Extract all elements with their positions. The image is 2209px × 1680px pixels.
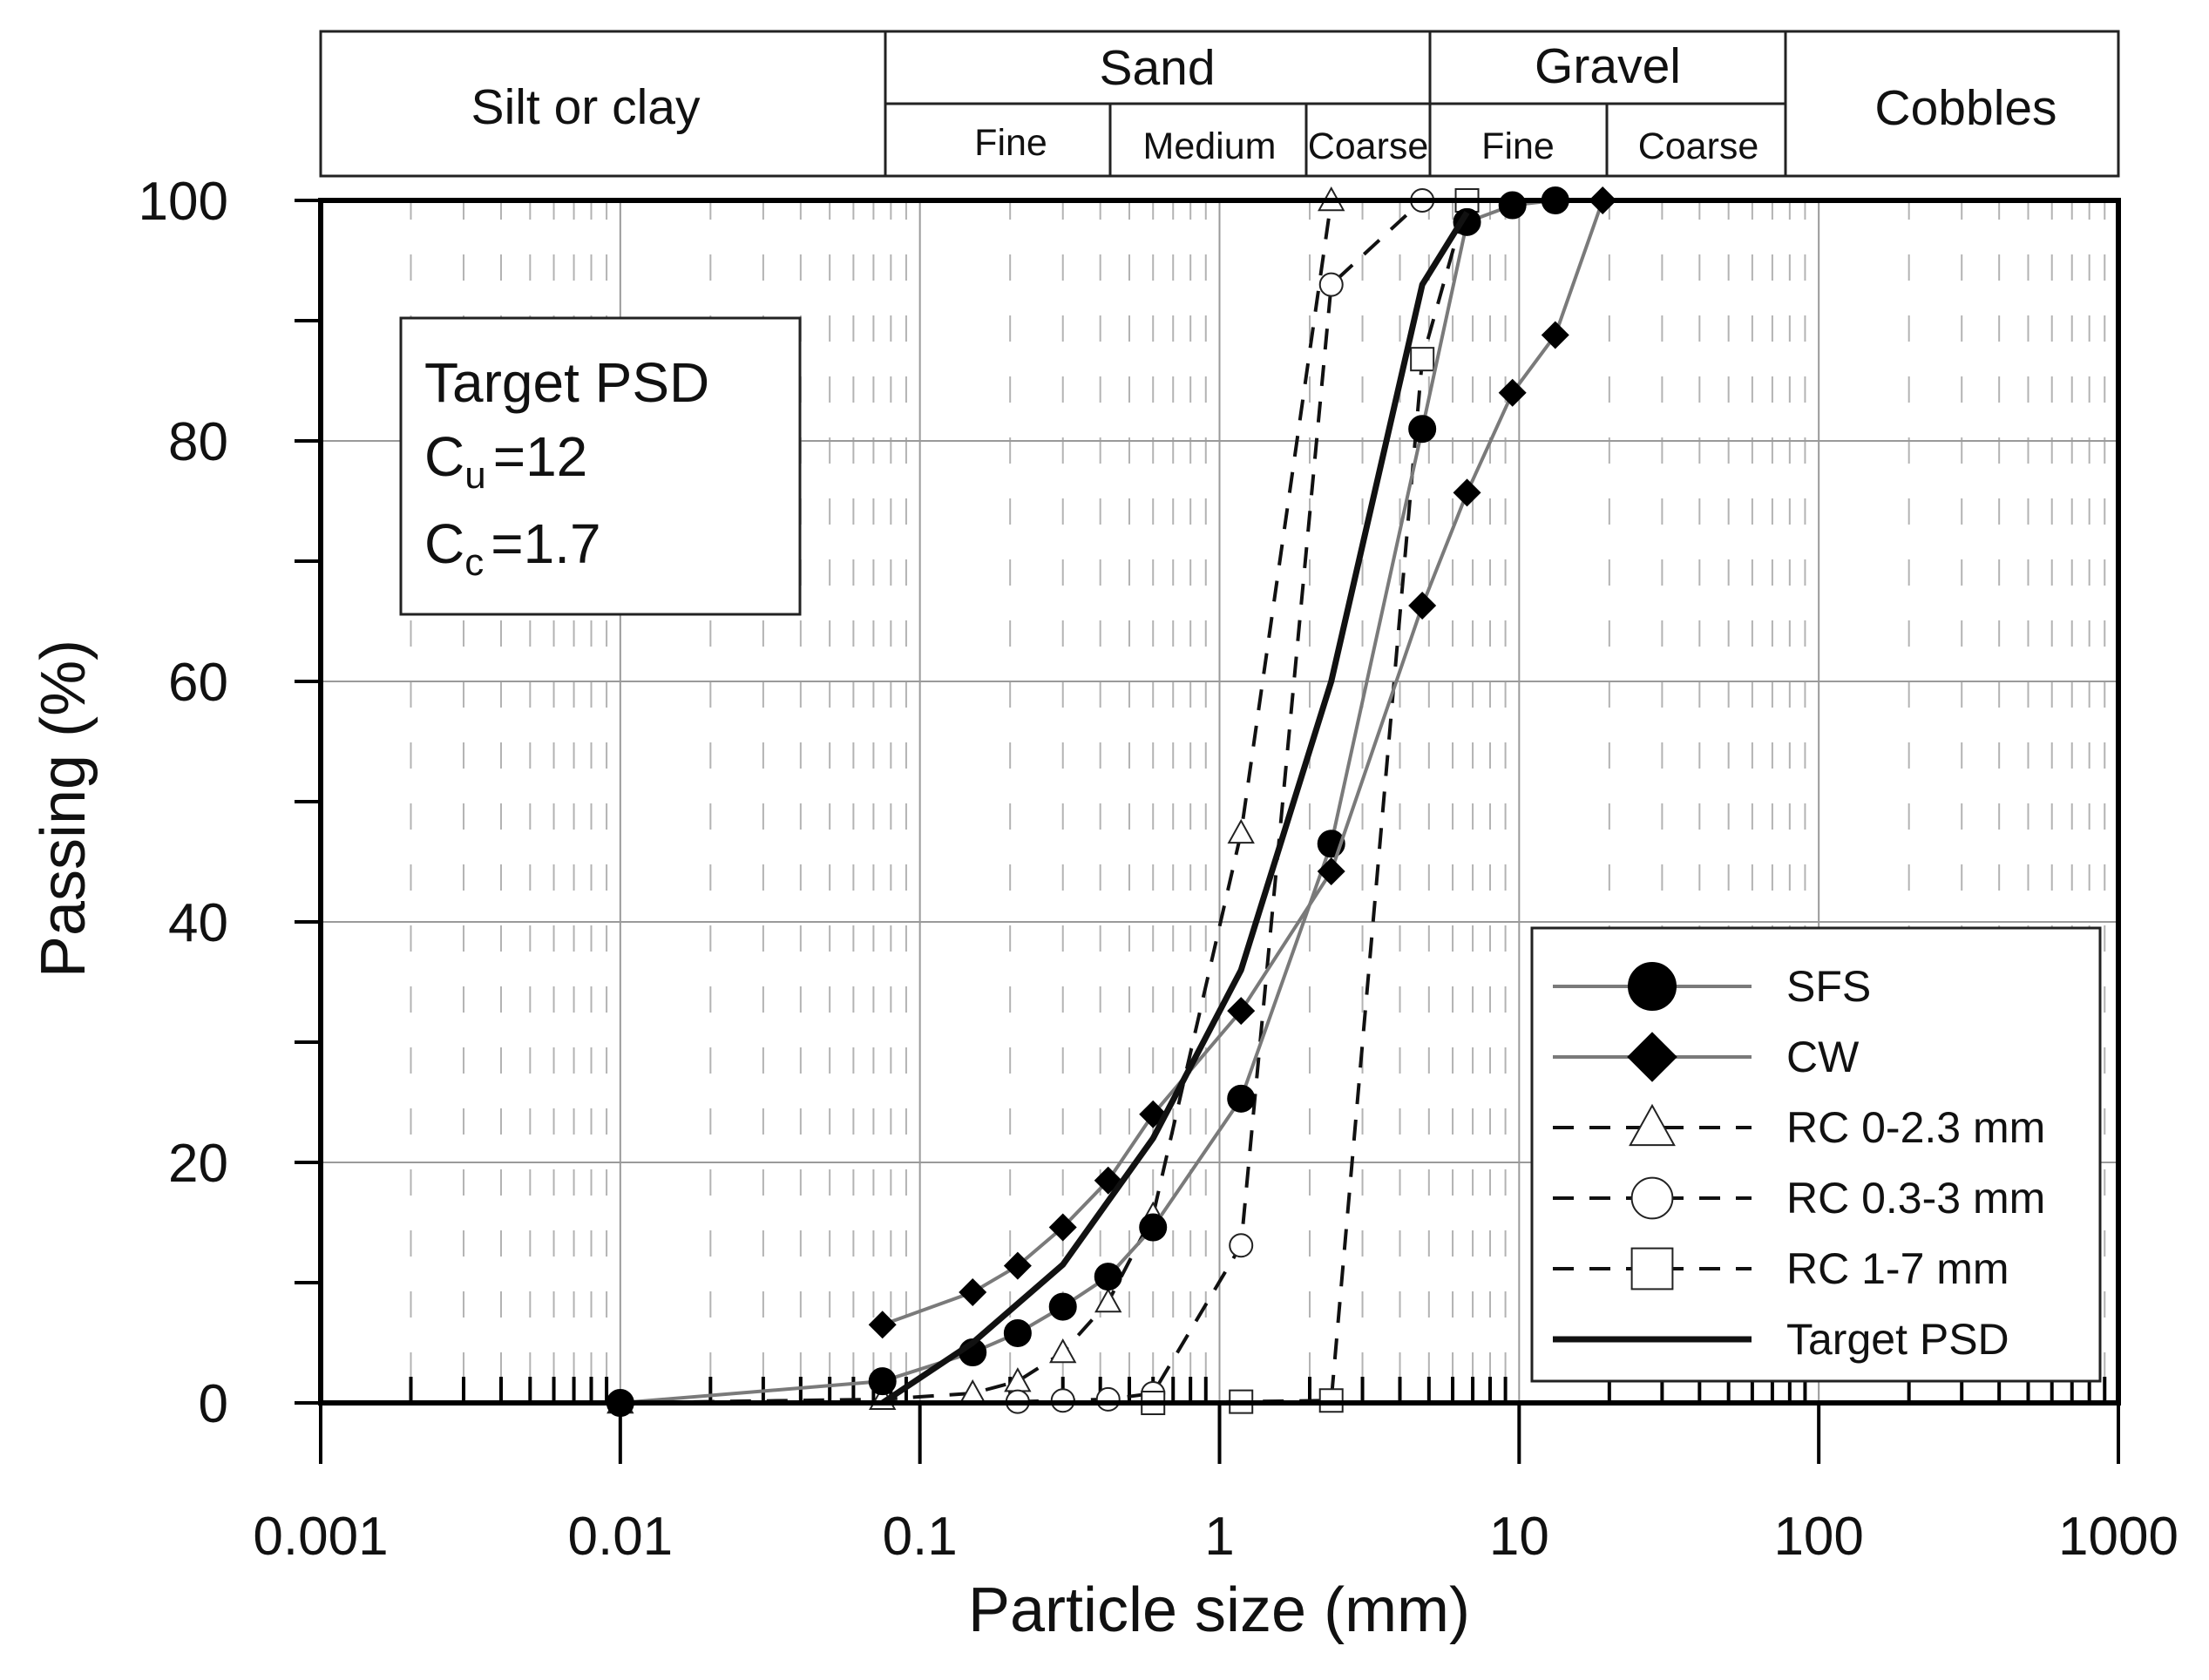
series-target-psd — [880, 210, 1470, 1406]
y-tick-label: 20 — [168, 1134, 228, 1194]
legend-label-sfs: SFS — [1786, 962, 1871, 1011]
legend-box — [1530, 926, 2102, 1383]
data-point-rc-0-3-3-mm — [1095, 1386, 1121, 1412]
data-point-sfs — [1094, 1263, 1122, 1291]
plot-frame — [318, 198, 2121, 1406]
header-gravel-label: Gravel — [1535, 38, 1681, 94]
data-point-cw — [1317, 857, 1345, 886]
axes-labels: 0.001 0.01 0.1 1 10 100 1000 0 20 40 60 80 100 — [139, 172, 2179, 1567]
data-point-cw — [868, 1311, 897, 1339]
x-tick-label: 0.001 — [253, 1507, 388, 1567]
header-gravel-coarse-label: Coarse — [1638, 125, 1759, 167]
data-point-cw — [1227, 997, 1256, 1026]
data-point-rc-0-2-3-mm — [1227, 818, 1255, 844]
legend-label-cw: CW — [1786, 1033, 1860, 1081]
data-point-rc-0-2-3-mm — [959, 1379, 986, 1405]
header-gravel-fine-label: Fine — [1481, 125, 1555, 167]
x-axis-title: Particle size (mm) — [968, 1575, 1470, 1645]
x-tick-label: 100 — [1773, 1507, 1863, 1567]
target-psd-annotation: Target PSD Cu =12 Cc =1.7 — [399, 316, 802, 616]
header-sand-coarse-label: Coarse — [1308, 125, 1429, 167]
data-point-cw — [1541, 321, 1569, 349]
header-sand-fine-label: Fine — [974, 122, 1047, 164]
annotation-cu: Cu =12 — [424, 425, 587, 497]
classification-header: Silt or clay Sand Gravel Cobbles Fine Me… — [319, 30, 2120, 178]
data-point-sfs — [1003, 1318, 1032, 1347]
annotation-cc: Cc =1.7 — [424, 512, 601, 584]
legend-marker-sfs — [1628, 962, 1677, 1011]
data-point-sfs — [1408, 415, 1437, 444]
legend-label-rc-1-7-mm: RC 1-7 mm — [1786, 1244, 2009, 1293]
header-silt-label: Silt or clay — [471, 79, 701, 135]
legend-label-rc-0-3-3-mm: RC 0.3-3 mm — [1786, 1174, 2045, 1223]
legend: SFS CW RC 0-2.3 mm RC 0.3-3 mm RC 1-7 mm Targ… — [1530, 926, 2102, 1383]
data-point-sfs — [1227, 1084, 1256, 1113]
data-point-sfs — [1048, 1292, 1077, 1321]
legend-label-target-psd: Target PSD — [1786, 1315, 2009, 1364]
data-point-rc-0-3-3-mm — [1229, 1233, 1254, 1258]
x-tick-label: 0.01 — [567, 1507, 673, 1567]
annotation-box — [399, 316, 802, 616]
y-tick-label: 80 — [168, 412, 228, 472]
series-cw — [868, 186, 1617, 1339]
x-tick-label: 1 — [1204, 1507, 1234, 1567]
y-tick-label: 40 — [168, 893, 228, 953]
y-tick-label: 60 — [168, 653, 228, 713]
y-tick-label: 100 — [139, 172, 228, 232]
data-point-cw — [1003, 1251, 1032, 1280]
y-axis-title: Passing (%) — [29, 640, 98, 978]
annotation-title: Target PSD — [424, 351, 709, 414]
data-point-sfs — [868, 1367, 897, 1396]
data-point-cw — [1408, 592, 1437, 620]
data-point-cw — [1498, 378, 1527, 407]
data-point-rc-0-2-3-mm — [1049, 1338, 1077, 1364]
x-tick-label: 10 — [1489, 1507, 1549, 1567]
data-point-cw — [1048, 1213, 1077, 1242]
header-frame — [319, 30, 2120, 178]
data-point-cw — [959, 1278, 987, 1307]
data-point-cw — [1453, 478, 1481, 507]
series-line-target-psd — [880, 210, 1470, 1406]
data-point-sfs — [1139, 1213, 1168, 1242]
x-tick-label: 0.1 — [883, 1507, 958, 1567]
legend-marker-cw — [1627, 1032, 1677, 1082]
data-point-rc-0-2-3-mm — [1094, 1288, 1122, 1313]
legend-marker-rc-1-7-mm — [1630, 1247, 1674, 1290]
legend-label-rc-0-2-3-mm: RC 0-2.3 mm — [1786, 1103, 2045, 1152]
data-point-rc-0-3-3-mm — [1318, 272, 1344, 297]
data-point-sfs — [1498, 191, 1527, 220]
legend-marker-rc-0-2-3-mm — [1629, 1103, 1676, 1147]
header-sand-medium-label: Medium — [1143, 125, 1277, 167]
header-sand-label: Sand — [1099, 40, 1215, 96]
header-cobbles-label: Cobbles — [1874, 80, 2057, 136]
legend-marker-rc-0-3-3-mm — [1630, 1176, 1674, 1220]
x-tick-label: 1000 — [2058, 1507, 2179, 1567]
series-line-cw — [882, 200, 1605, 1327]
y-tick-label: 0 — [199, 1374, 228, 1434]
data-point-rc-1-7-mm — [1410, 347, 1435, 372]
